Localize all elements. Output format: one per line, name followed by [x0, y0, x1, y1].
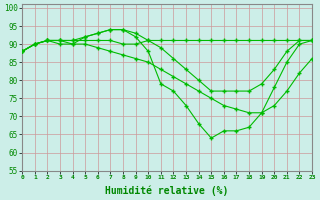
- X-axis label: Humidité relative (%): Humidité relative (%): [106, 185, 229, 196]
